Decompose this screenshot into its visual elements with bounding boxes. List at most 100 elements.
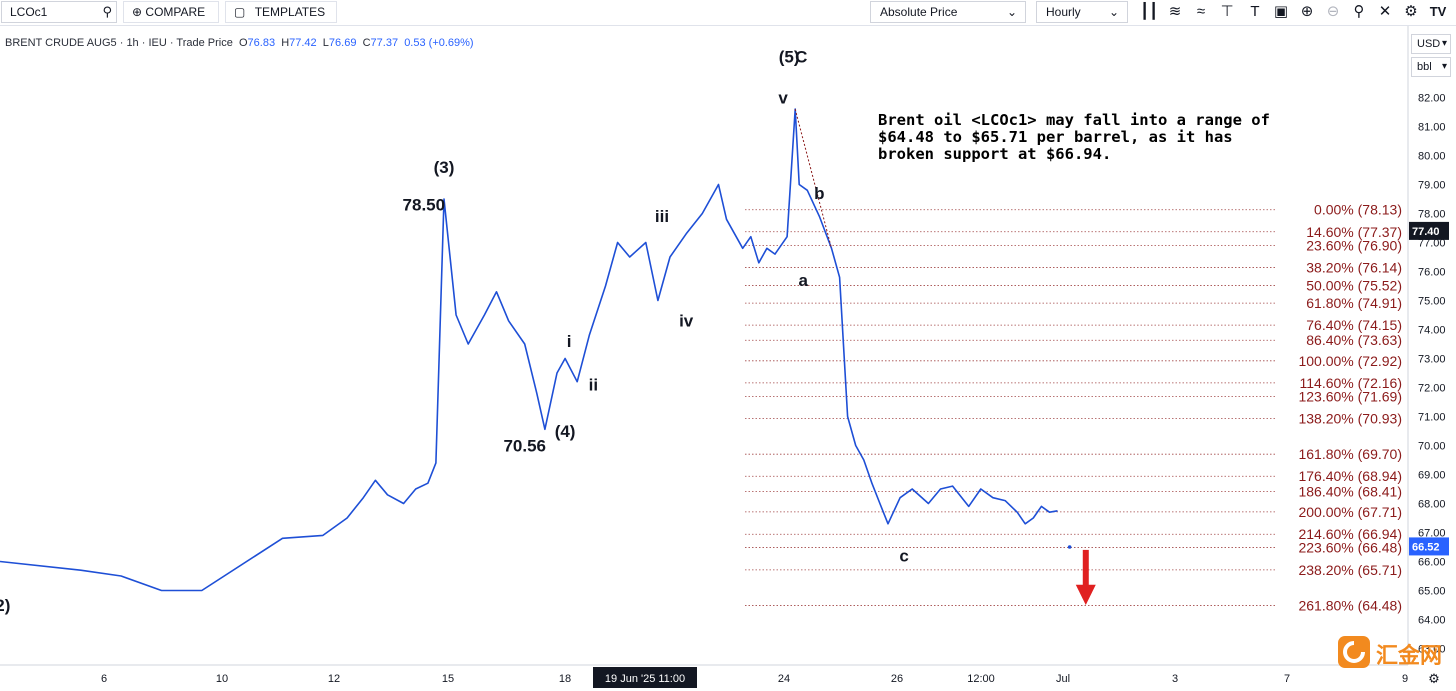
wave-label: iv	[679, 312, 694, 331]
x-tick-label: 10	[216, 673, 228, 685]
last-point-marker	[1067, 545, 1072, 549]
low-label: L	[322, 37, 329, 49]
chart[interactable]: 0.00% (78.13) 14.60% (77.37)23.60% (76.90…	[0, 26, 1456, 691]
instrument-type: Trade Price	[176, 37, 233, 49]
y-tick-label: 77.00	[1418, 238, 1446, 250]
price-mode-select[interactable]: Absolute Price ⌄	[870, 1, 1026, 23]
y-tick-label: 81.00	[1418, 122, 1446, 134]
y-tick-label: 75.00	[1418, 296, 1446, 308]
templates-button[interactable]: ▢ TEMPLATES	[225, 1, 337, 23]
watermark-logo: 汇金网	[1338, 636, 1456, 672]
fib-level-label: 161.80% (69.70)	[1298, 446, 1402, 462]
folder-icon: ▢	[234, 5, 246, 19]
wave-label: c	[899, 547, 908, 566]
last-price-tag-label: 66.52	[1412, 541, 1440, 553]
y-tick-label: 79.00	[1418, 180, 1446, 192]
zoom-in-icon[interactable]: ⊕	[1300, 3, 1314, 20]
y-tick-label: 63.00	[1418, 644, 1446, 656]
wave-label: (4)	[555, 422, 576, 441]
compare-button[interactable]: ⊕ COMPARE	[123, 1, 219, 23]
fib-level-label: 61.80% (74.91)	[1306, 295, 1402, 311]
currency-value: USD	[1417, 38, 1441, 50]
settings-icon[interactable]: ⚙	[1404, 3, 1418, 20]
y-axis[interactable]: 82.00 81.00 80.00 79.00 78.00 77.00 76.00 75.00…	[1418, 93, 1446, 656]
chevron-down-icon: ⌄	[1006, 5, 1017, 19]
y-tick-label: 74.00	[1418, 325, 1446, 337]
interval-value: Hourly	[1046, 5, 1081, 19]
chevron-down-icon: ▾	[1441, 38, 1447, 49]
wave-label: (3)	[434, 158, 455, 177]
y-tick-label: 65.00	[1418, 586, 1446, 598]
price-tags: 77.40 66.52	[1409, 221, 1449, 556]
fib-level-label: 200.00% (67.71)	[1298, 504, 1402, 520]
change-value: 0.53 (+0.69%)	[404, 37, 474, 49]
watermark-text: 汇金网	[1376, 643, 1443, 668]
y-tick-label: 78.00	[1418, 209, 1446, 221]
y-tick-label: 68.00	[1418, 499, 1446, 511]
x-axis[interactable]: 6 10 12 15 18 19 Jun '25 11:00 24 26 12:00 Jul 3 7 9…	[101, 667, 1440, 688]
compare-label: COMPARE	[145, 5, 206, 19]
indicators-icon[interactable]: ≋	[1168, 3, 1182, 20]
bar-style-icon[interactable]: ┃┃	[1139, 3, 1159, 20]
y-tick-label: 73.00	[1418, 354, 1446, 366]
chevron-down-icon: ▾	[1441, 61, 1447, 72]
wave-icon[interactable]: ≈	[1196, 3, 1206, 20]
trend-dotted-line	[794, 108, 832, 249]
instrument-exchange: IEU	[148, 37, 167, 49]
y-tick-label: 71.00	[1418, 412, 1446, 424]
crosshair-time-box	[593, 667, 697, 688]
wave-label: C	[795, 48, 807, 67]
symbol-search[interactable]: LCOc1 ⚲	[1, 1, 117, 23]
fibonacci-levels: 0.00% (78.13) 14.60% (77.37)23.60% (76.90…	[745, 202, 1402, 614]
text-tool-icon[interactable]: T	[1250, 3, 1260, 20]
open-label: O	[238, 37, 248, 49]
x-tick-label: 24	[778, 673, 790, 685]
chevron-down-icon: ⌄	[1108, 5, 1119, 19]
crosshair-icon[interactable]: ⊤	[1220, 3, 1234, 20]
tradingview-logo[interactable]: TV	[1429, 4, 1447, 19]
price-label: 78.50	[403, 196, 446, 215]
plus-circle-icon: ⊕	[132, 5, 143, 19]
price-label: 70.56	[503, 436, 546, 455]
screenshot-icon[interactable]: ▣	[1273, 3, 1289, 20]
y-tick-label: 67.00	[1418, 528, 1446, 540]
y-tick-label: 80.00	[1418, 151, 1446, 163]
x-tick-label: 7	[1284, 673, 1290, 685]
watermark-badge-icon	[1338, 636, 1370, 668]
zoom-out-icon[interactable]: ⊖	[1326, 3, 1340, 20]
instrument-interval: 1h	[126, 37, 139, 49]
wave-label: i	[567, 332, 572, 351]
down-arrow-head	[1075, 584, 1096, 605]
wave-label: b	[814, 184, 824, 203]
unit-select[interactable]: bbl ▾	[1411, 57, 1451, 77]
fib-level-label: 50.00% (75.52)	[1306, 277, 1402, 293]
y-tick-label: 72.00	[1418, 383, 1446, 395]
close-icon[interactable]: ✕	[1378, 3, 1392, 20]
y-tick-label: 76.00	[1418, 267, 1446, 279]
low-value: 76.69	[328, 37, 357, 49]
interval-select[interactable]: Hourly ⌄	[1036, 1, 1128, 23]
open-value: 76.83	[247, 37, 276, 49]
currency-select[interactable]: USD ▾	[1411, 34, 1451, 54]
last-price-tag	[1409, 537, 1449, 556]
fib-level-label: 214.60% (66.94)	[1298, 526, 1402, 542]
x-tick-label: 26	[891, 673, 903, 685]
search-icon[interactable]: ⚲	[102, 4, 112, 19]
zoom-in-icon[interactable]: ⚲	[1353, 3, 1365, 20]
current-price-tag-label: 77.40	[1412, 226, 1440, 238]
wave-label: a	[799, 271, 809, 290]
x-tick-label: 6	[101, 673, 107, 685]
instrument-name: BRENT CRUDE AUG5	[5, 37, 117, 49]
wave-label: (2)	[0, 596, 10, 615]
high-label: H	[281, 37, 290, 49]
y-tick-label: 69.00	[1418, 470, 1446, 482]
price-mode-value: Absolute Price	[880, 5, 958, 19]
x-tick-label: 12:00	[967, 673, 995, 685]
fib-level-label: 14.60% (77.37)	[1306, 224, 1402, 240]
y-tick-label: 64.00	[1418, 615, 1446, 627]
fib-level-label: 138.20% (70.93)	[1298, 411, 1402, 427]
axis-settings-icon: ⚙	[1428, 672, 1440, 687]
axis-frame	[0, 26, 1409, 666]
crosshair-time-label: 19 Jun '25 11:00	[605, 673, 685, 685]
current-price-tag	[1409, 221, 1449, 240]
